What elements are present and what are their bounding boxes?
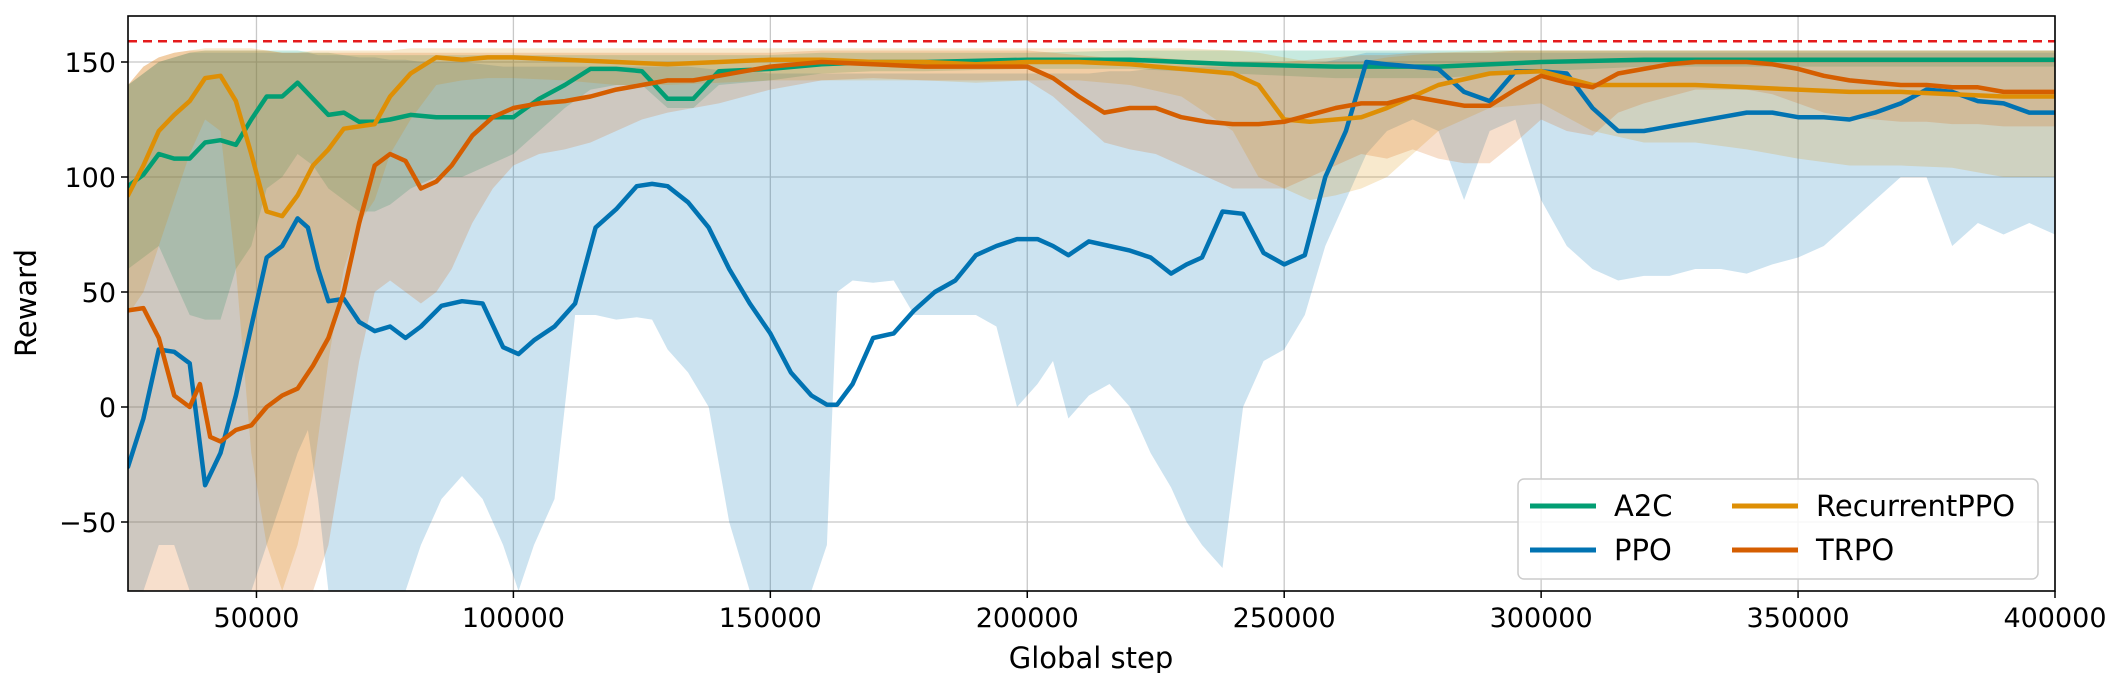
legend: A2C PPO RecurrentPPO TRPO xyxy=(1517,478,2039,580)
recurrentppo-line xyxy=(128,55,2055,219)
ppo-band xyxy=(128,52,2055,591)
y-tick-label: 100 xyxy=(64,163,116,194)
recurrentppo-band xyxy=(128,48,2055,591)
y-tick-label: 50 xyxy=(82,278,116,309)
a2c-legend-label: A2C xyxy=(1614,489,1673,523)
trpo-line xyxy=(128,59,2055,444)
x-tick-label: 150000 xyxy=(719,603,822,634)
x-tick-label: 100000 xyxy=(462,603,565,634)
a2c-band xyxy=(128,50,2055,320)
y-tick-label: 0 xyxy=(99,393,116,424)
legend-box xyxy=(1517,478,2039,580)
y-axis-label: Reward xyxy=(9,249,43,357)
ppo-line xyxy=(128,59,2055,488)
x-tick-label: 50000 xyxy=(214,603,300,634)
x-tick-label: 350000 xyxy=(1747,603,1850,634)
plot-frame xyxy=(127,15,2056,592)
ppo-legend-label: PPO xyxy=(1614,533,1672,567)
x-tick-label: 300000 xyxy=(1490,603,1593,634)
series-lines xyxy=(128,55,2055,488)
x-tick-label: 400000 xyxy=(2003,603,2106,634)
x-tick-label: 200000 xyxy=(976,603,1079,634)
y-tick-label: 150 xyxy=(64,48,116,79)
y-tick-label: −50 xyxy=(59,508,116,539)
x-axis-label: Global step xyxy=(1009,641,1173,673)
trpo-legend-label: TRPO xyxy=(1815,533,1894,567)
recurrentppo-legend-label: RecurrentPPO xyxy=(1816,489,2015,523)
x-tick-label: 250000 xyxy=(1233,603,1336,634)
axis-ticks: 50000 100000 150000 200000 250000 300000 35000… xyxy=(59,48,2107,634)
